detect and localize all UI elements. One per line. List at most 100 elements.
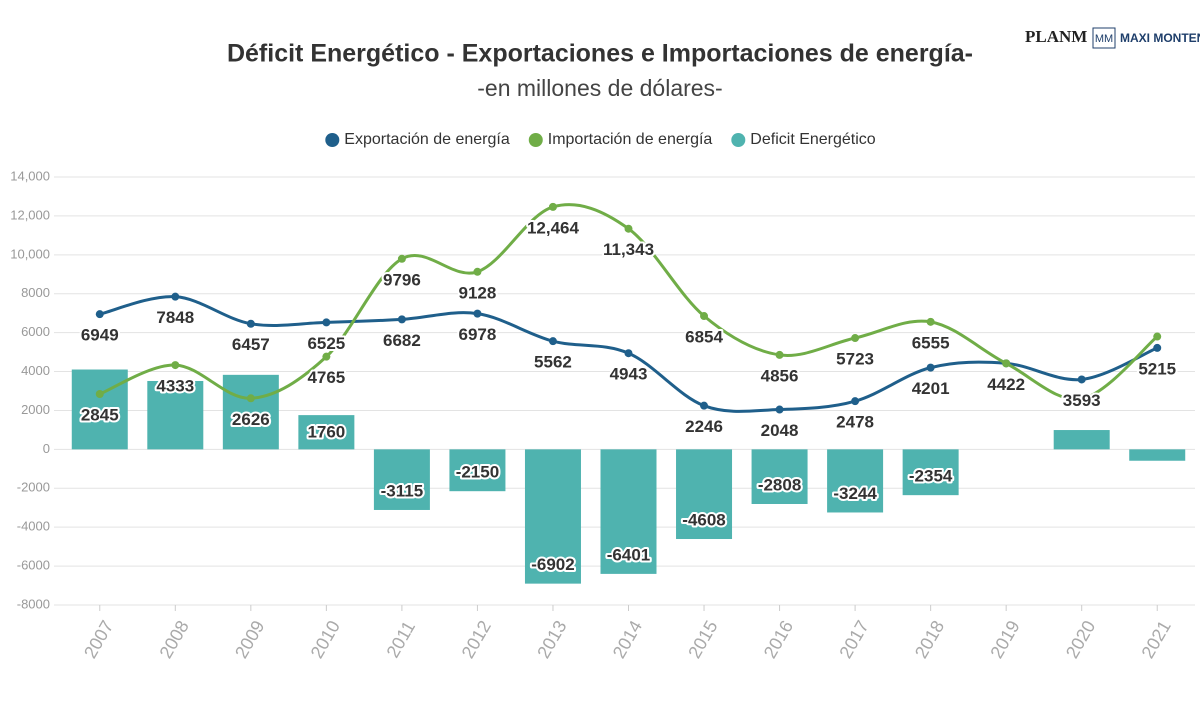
y-tick-label: 10,000 [10,246,50,261]
data-label: 2626 [232,410,270,429]
y-tick-label: 12,000 [10,207,50,222]
bar [373,449,430,510]
x-tick-label: 2015 [684,617,721,662]
logo-box [1092,27,1116,49]
bar [751,449,808,504]
legend-marker [528,133,543,147]
data-label: 4856 [761,366,799,385]
y-tick-label: 2000 [21,402,50,417]
data-label: 4765 [307,368,345,387]
data-label: 4422 [987,375,1025,394]
legend-marker [731,133,746,147]
point [397,315,406,324]
data-label: 6525 [307,334,345,353]
x-tick-label: 2008 [156,617,193,662]
x-tick-label: 2017 [835,617,872,662]
data-label: 6457 [232,335,270,354]
data-label: 6682 [383,331,421,350]
point [700,312,709,321]
data-label: -4608 [682,510,725,529]
data-label: -3115 [381,481,424,500]
data-label: 12,464 [527,218,580,237]
point [1077,394,1086,403]
point [322,318,331,327]
data-label: 7848 [156,308,194,327]
y-tick-label: -4000 [17,519,50,534]
point [775,350,784,359]
legend: Exportación de energía Importación de ene… [325,131,876,148]
y-tick-label: 4000 [21,363,50,378]
bar [827,449,884,513]
data-label: 3593 [1063,391,1101,410]
point [1153,343,1162,352]
point [1153,332,1162,341]
y-tick-label: -2000 [17,480,50,495]
data-label: 1760 [307,423,345,442]
data-label: 9128 [459,283,497,302]
legend-label: Deficit Energético [750,131,875,148]
point [246,319,255,328]
y-tick-label: -6000 [17,558,50,573]
data-label: -3244 [833,484,877,503]
bar [676,449,733,540]
data-label: 6978 [459,325,497,344]
data-label: -2808 [758,475,801,494]
x-tick-label: 2010 [307,617,344,662]
data-label: -2150 [456,463,499,482]
data-label: 2246 [685,417,723,436]
bar [524,449,581,584]
x-tick-label: 2016 [760,617,797,662]
data-label: 2048 [761,421,799,440]
data-label: -6902 [531,555,574,574]
data-label: 2478 [836,413,874,432]
y-tick-label: 8000 [21,285,50,300]
data-label: -2354 [909,467,953,486]
data-label: 6555 [912,333,950,352]
point [171,361,180,370]
data-label: 6854 [685,328,723,347]
point [851,334,860,343]
data-label: 5723 [836,350,874,369]
legend-marker [325,133,340,147]
x-tick-label: 2009 [231,617,268,662]
point [95,390,104,399]
x-tick-label: 2007 [80,617,117,662]
data-label: 2845 [81,405,119,424]
x-tick-label: 2021 [1137,617,1174,662]
x-tick-label: 2019 [986,617,1023,662]
x-tick-label: 2014 [609,617,646,662]
y-tick-label: 14,000 [10,168,50,183]
point [1077,375,1086,384]
bar [147,380,204,450]
chart-subtitle: -en millones de dólares- [477,75,722,101]
point [1002,359,1011,368]
bar [1129,449,1186,461]
logo-mark: MM [1095,33,1113,45]
bar [449,449,506,492]
point [624,349,633,358]
x-tick-label: 2018 [911,617,948,662]
bar [902,449,959,496]
point [322,352,331,361]
point [624,224,633,233]
data-label: 4943 [610,365,648,384]
y-tick-label: -8000 [17,596,50,611]
bar [222,374,279,450]
point [775,405,784,414]
bar [298,415,355,450]
logo-brand: PLANM [1025,27,1087,46]
data-label: -6401 [607,545,650,564]
point [397,254,406,263]
point [95,310,104,319]
point [548,202,557,211]
bar [600,449,657,574]
point [926,317,935,326]
x-tick-label: 2020 [1062,617,1099,662]
y-tick-label: 6000 [21,324,50,339]
data-label: 6949 [81,326,119,345]
x-tick-label: 2011 [382,618,419,662]
bar [71,369,128,450]
bar [1053,430,1110,450]
legend-label: Importación de energía [548,131,713,148]
